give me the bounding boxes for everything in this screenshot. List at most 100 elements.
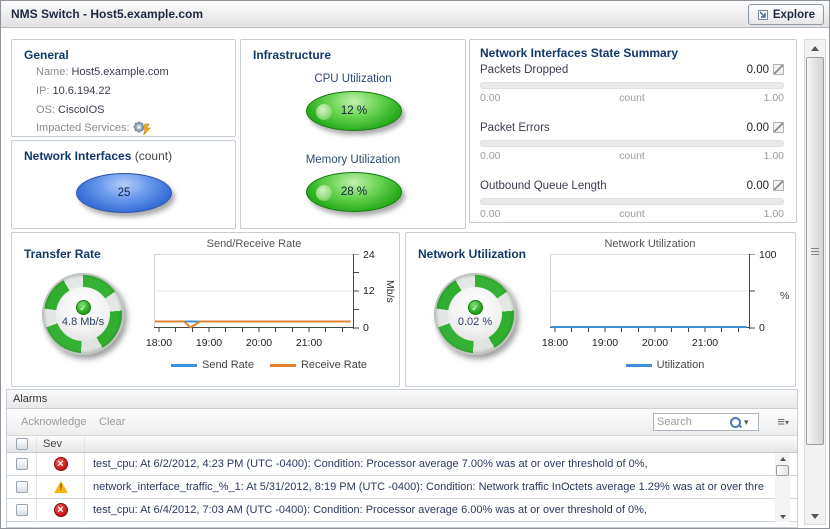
trend-icon[interactable] [773, 180, 784, 191]
scroll-up-button[interactable] [775, 453, 790, 464]
alarm-message: network_interface_traffic_%_1: At 5/31/2… [93, 481, 764, 493]
status-ok-icon: ✓ [75, 300, 91, 315]
send-receive-plot [154, 254, 359, 332]
infrastructure-title: Infrastructure [253, 48, 332, 62]
explore-button[interactable]: Explore [747, 4, 824, 25]
impacted-services-icon[interactable] [133, 121, 151, 136]
alarm-message: test_cpu: At 6/2/2012, 4:23 PM (UTC -040… [93, 458, 648, 470]
send-rate-swatch [170, 363, 197, 367]
panel-infrastructure: Infrastructure CPU Utilization 12 % Memo… [240, 39, 466, 229]
os-value: CiscoIOS [58, 104, 105, 116]
trend-icon[interactable] [773, 122, 784, 133]
severity-error-icon [53, 457, 68, 471]
gauge-bubble [316, 104, 332, 120]
y-axis-unit: Mb/s [384, 280, 396, 303]
utilization-chart: Network Utilization 100 0 % 18:00 19:00 … [540, 238, 790, 388]
outbound-queue-value: 0.00 [746, 179, 769, 192]
cpu-utilization-indicator: 12 % [306, 91, 402, 131]
y-axis-unit: % [780, 290, 790, 302]
panel-network-interfaces: Network Interfaces (count) 25 [11, 140, 236, 229]
thumb-grip [811, 247, 819, 255]
search-input[interactable] [657, 416, 729, 428]
alarm-row[interactable]: test_cpu: At 6/4/2012, 7:03 AM (UTC -040… [7, 499, 797, 522]
alarms-title: Alarms [13, 393, 48, 405]
search-icon[interactable] [729, 416, 742, 429]
gauge-bubble [316, 185, 332, 201]
field-ip: IP: 10.6.194.22 [36, 85, 111, 97]
explore-label: Explore [772, 8, 815, 21]
chart-legend: Send Rate Receive Rate [144, 359, 394, 371]
alarms-table-scrollbar[interactable] [775, 453, 790, 522]
chart-title: Network Utilization [604, 238, 696, 250]
scrollbar-thumb[interactable] [806, 57, 824, 445]
interface-count-indicator: 25 [76, 173, 172, 213]
general-title: General [24, 48, 69, 62]
field-os: OS: CiscoIOS [36, 104, 105, 116]
search-box: ▾ [653, 413, 759, 431]
utilization-swatch [625, 363, 652, 367]
packets-dropped-value: 0.00 [746, 63, 769, 76]
panel-general: General Name: Host5.example.com IP: 10.6… [11, 39, 236, 137]
y-tick-label: 12 [363, 285, 375, 297]
alarms-toolbar: Acknowledge Clear ▾ ≡▾ [7, 409, 797, 436]
interface-count-value: 25 [117, 187, 131, 199]
select-all-checkbox[interactable] [15, 438, 28, 450]
clear-button[interactable]: Clear [99, 416, 126, 428]
scroll-down-button[interactable] [805, 508, 825, 524]
memory-utilization-label: Memory Utilization [305, 154, 401, 166]
utilization-plot [550, 254, 755, 332]
network-utilization-title: Network Utilization [418, 247, 527, 261]
network-interfaces-title: Network Interfaces (count) [24, 149, 173, 163]
network-utilization-value: 0.02 % [457, 316, 493, 328]
alarms-table-header: Sev [7, 436, 797, 453]
metric-bar [480, 198, 784, 205]
y-tick-label: 24 [363, 249, 375, 261]
send-receive-chart: Send/Receive Rate 24 12 0 Mb/s 18:00 19:… [144, 238, 396, 388]
acknowledge-button[interactable]: Acknowledge [21, 416, 87, 428]
metric-packet-errors: Packet Errors 0.00 0.00 count 1.00 [480, 121, 784, 162]
trend-icon[interactable] [773, 64, 784, 75]
ip-value: 10.6.194.22 [52, 85, 111, 97]
severity-warning-icon [53, 481, 68, 493]
row-checkbox[interactable] [15, 481, 28, 493]
memory-utilization-indicator: 28 % [306, 172, 402, 212]
search-options-arrow-icon[interactable]: ▾ [744, 416, 749, 427]
memory-utilization-value: 28 % [340, 186, 368, 198]
transfer-rate-gauge: ✓ 4.8 Mb/s [42, 273, 124, 355]
severity-error-icon [53, 503, 68, 517]
main-scrollbar[interactable] [804, 39, 826, 525]
x-axis-labels: 18:00 19:00 20:00 21:00 [541, 337, 719, 349]
panel-state-summary: Network Interfaces State Summary Packets… [469, 39, 797, 223]
metric-bar [480, 140, 784, 147]
panel-network-utilization: Network Utilization ✓ 0.02 % Network Uti… [405, 232, 796, 387]
scroll-down-button[interactable] [775, 511, 790, 522]
y-tick-label: 100 [759, 249, 777, 261]
chart-legend: Utilization [540, 359, 790, 371]
x-axis-labels: 18:00 19:00 20:00 21:00 [145, 337, 323, 349]
row-checkbox[interactable] [15, 458, 28, 470]
metric-bar [480, 82, 784, 89]
transfer-rate-value: 4.8 Mb/s [61, 316, 105, 328]
cpu-utilization-label: CPU Utilization [314, 73, 392, 85]
alarm-row[interactable]: network_interface_traffic_%_1: At 5/31/2… [7, 476, 797, 499]
panel-transfer-rate: Transfer Rate ✓ 4.8 Mb/s Send/Receive Ra… [11, 232, 400, 387]
alarm-row[interactable]: test_cpu: At 6/2/2012, 4:23 PM (UTC -040… [7, 453, 797, 476]
scrollbar-thumb[interactable] [776, 465, 789, 476]
title-bar: NMS Switch - Host5.example.com Explore [1, 1, 829, 28]
network-interfaces-unit: (count) [134, 149, 173, 163]
network-utilization-gauge: ✓ 0.02 % [434, 273, 516, 355]
transfer-rate-title: Transfer Rate [24, 247, 101, 261]
chart-title: Send/Receive Rate [206, 238, 302, 250]
host-name-value: Host5.example.com [71, 66, 169, 78]
alarm-message: test_cpu: At 6/4/2012, 7:03 AM (UTC -040… [93, 504, 647, 516]
field-name: Name: Host5.example.com [36, 66, 169, 78]
field-impacted-services: Impacted Services: [36, 121, 151, 136]
scroll-up-button[interactable] [805, 40, 825, 56]
list-options-icon[interactable]: ≡▾ [777, 414, 789, 429]
status-ok-icon: ✓ [467, 300, 483, 315]
cpu-utilization-value: 12 % [340, 105, 368, 117]
state-summary-title: Network Interfaces State Summary [480, 46, 679, 60]
alarms-header: Alarms [7, 390, 797, 409]
row-checkbox[interactable] [15, 504, 28, 516]
